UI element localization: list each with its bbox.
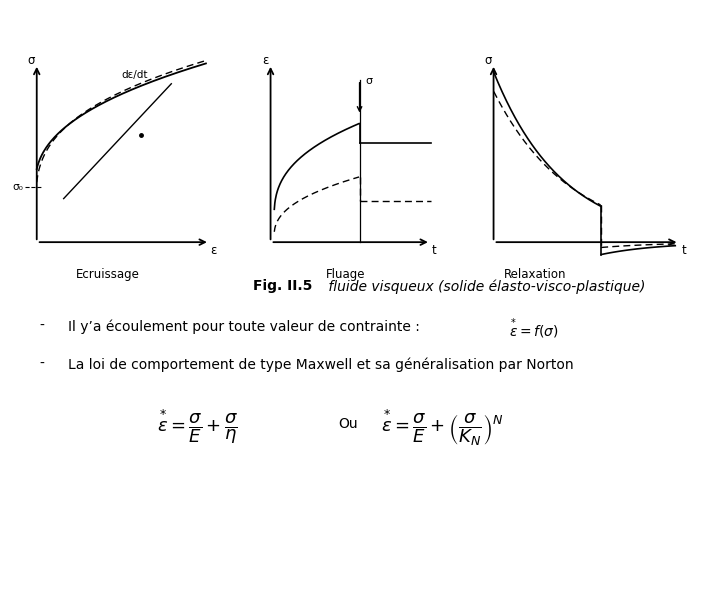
Text: ε: ε xyxy=(211,244,216,257)
Text: t: t xyxy=(432,244,436,257)
Text: Fig. II.5: Fig. II.5 xyxy=(253,279,312,293)
Text: Relaxation: Relaxation xyxy=(503,268,566,281)
Text: σ₀: σ₀ xyxy=(12,182,23,192)
Text: Ecruissage: Ecruissage xyxy=(76,268,140,281)
Text: -: - xyxy=(39,319,44,333)
Text: dε/dt: dε/dt xyxy=(121,70,148,80)
Text: Fluage: Fluage xyxy=(325,268,365,281)
Text: σ: σ xyxy=(28,53,35,67)
Text: t: t xyxy=(681,244,686,257)
Text: $\overset{*}{\varepsilon} = \dfrac{\sigma}{E} + \dfrac{\sigma}{\eta}$: $\overset{*}{\varepsilon} = \dfrac{\sigm… xyxy=(157,408,238,446)
Text: Il y’a écoulement pour toute valeur de contrainte :: Il y’a écoulement pour toute valeur de c… xyxy=(68,319,424,334)
Text: $\overset{*}{\varepsilon} = f(\sigma)$: $\overset{*}{\varepsilon} = f(\sigma)$ xyxy=(509,317,559,341)
Text: σ: σ xyxy=(365,76,372,86)
Text: $\overset{*}{\varepsilon} = \dfrac{\sigma}{E} + \left(\dfrac{\sigma}{K_N}\right): $\overset{*}{\varepsilon} = \dfrac{\sigm… xyxy=(381,408,503,448)
Text: -: - xyxy=(39,357,44,371)
Text: σ: σ xyxy=(484,53,491,67)
Text: Ou: Ou xyxy=(338,417,358,431)
Text: ε: ε xyxy=(263,53,268,67)
Text: fluide visqueux (solide élasto-visco-plastique): fluide visqueux (solide élasto-visco-pla… xyxy=(324,279,645,293)
Text: La loi de comportement de type Maxwell et sa généralisation par Norton: La loi de comportement de type Maxwell e… xyxy=(68,357,573,371)
